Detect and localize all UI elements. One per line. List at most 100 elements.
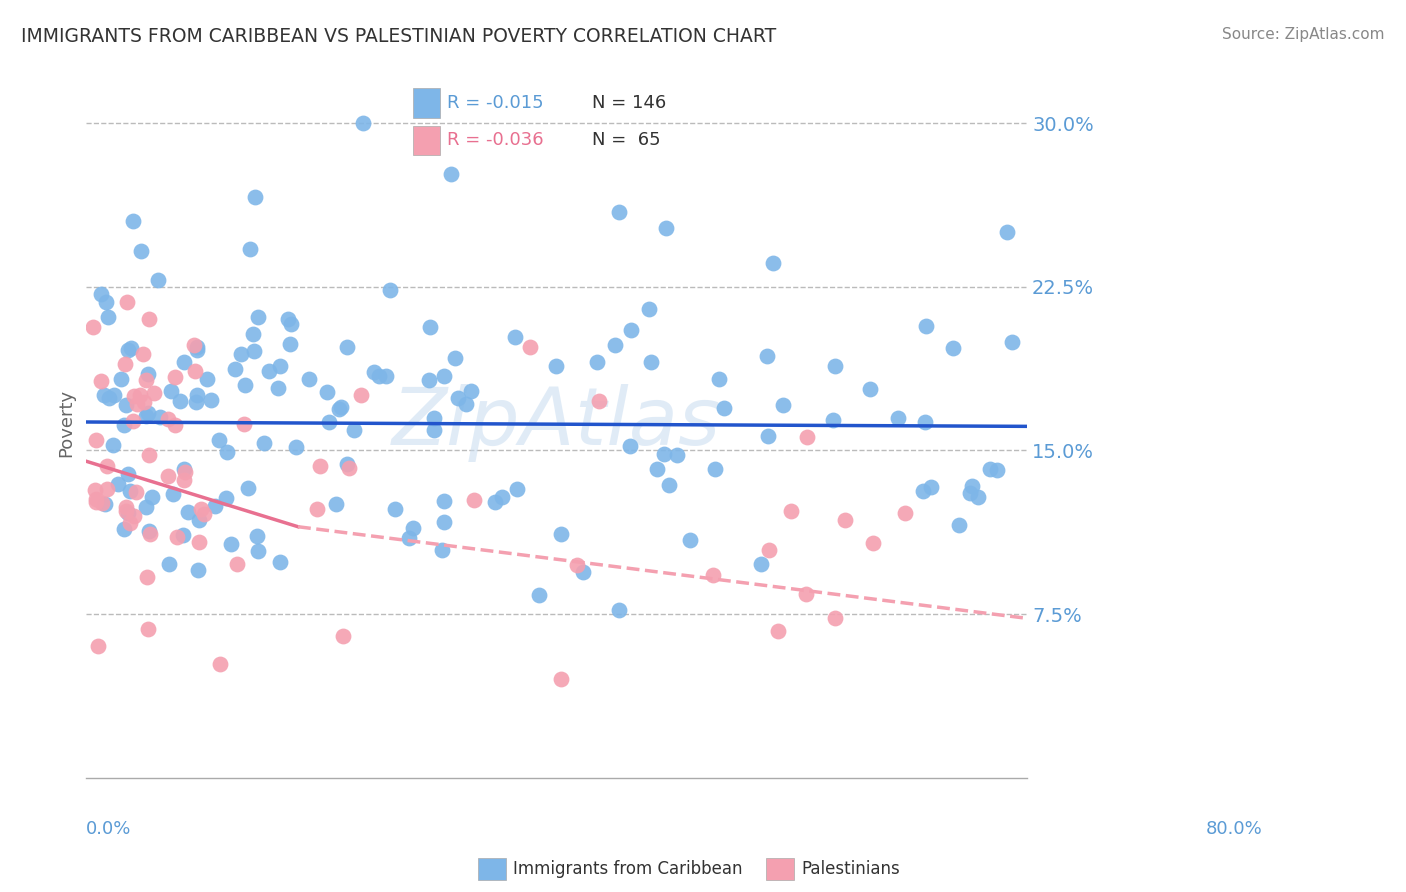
Point: [229, 347, 252, 361]
Point: [157, 558, 180, 572]
Point: [269, 555, 291, 569]
Point: [110, 372, 132, 386]
Point: [94, 295, 117, 310]
Point: [242, 327, 264, 342]
Point: [138, 449, 160, 463]
Point: [190, 502, 212, 516]
Point: [139, 527, 162, 541]
Point: [704, 462, 727, 476]
Point: [183, 364, 205, 378]
Point: [440, 168, 463, 182]
Point: [162, 487, 184, 501]
Point: [112, 418, 135, 433]
Point: [172, 528, 194, 542]
Point: [960, 479, 983, 493]
Point: [418, 373, 440, 387]
Point: [332, 630, 354, 644]
Point: [620, 323, 643, 337]
Point: [225, 557, 247, 571]
Point: [380, 283, 402, 297]
Point: [337, 461, 360, 475]
Text: Palestinians: Palestinians: [801, 860, 900, 878]
Point: [402, 521, 425, 535]
Point: [219, 537, 242, 551]
Point: [215, 491, 238, 505]
Point: [257, 363, 280, 377]
Point: [246, 544, 269, 558]
Point: [195, 372, 218, 386]
Point: [129, 388, 152, 402]
Point: [585, 355, 607, 369]
Point: [315, 384, 337, 399]
Point: [859, 382, 882, 396]
Point: [138, 311, 160, 326]
Point: [446, 392, 468, 406]
Point: [148, 273, 170, 287]
Point: [367, 369, 389, 384]
Point: [454, 397, 477, 411]
Point: [749, 558, 772, 572]
Point: [484, 495, 506, 509]
Point: [235, 378, 257, 392]
Point: [824, 359, 846, 373]
Point: [834, 513, 856, 527]
Text: Source: ZipAtlas.com: Source: ZipAtlas.com: [1222, 27, 1385, 42]
Point: [82, 320, 104, 334]
Point: [117, 506, 139, 520]
Point: [115, 398, 138, 412]
Point: [398, 531, 420, 545]
Text: 0.0%: 0.0%: [86, 821, 132, 838]
Text: Immigrants from Caribbean: Immigrants from Caribbean: [513, 860, 742, 878]
Point: [107, 477, 129, 491]
Point: [329, 401, 352, 415]
Point: [97, 392, 120, 406]
Point: [132, 346, 155, 360]
Point: [758, 543, 780, 558]
Point: [135, 373, 157, 387]
Point: [308, 458, 330, 473]
Point: [200, 392, 222, 407]
Point: [959, 486, 981, 500]
Point: [136, 570, 159, 584]
Point: [967, 490, 990, 504]
Point: [527, 588, 550, 602]
Point: [101, 437, 124, 451]
Point: [122, 509, 145, 524]
Text: ZipAtlas: ZipAtlas: [392, 384, 721, 462]
Point: [173, 355, 195, 369]
Point: [914, 319, 936, 334]
Point: [141, 490, 163, 504]
Point: [122, 389, 145, 403]
Point: [912, 484, 935, 499]
Point: [550, 672, 572, 686]
Point: [112, 522, 135, 536]
Point: [519, 340, 541, 354]
Point: [278, 337, 301, 351]
Point: [280, 317, 302, 331]
Point: [325, 497, 347, 511]
Point: [125, 396, 148, 410]
Point: [243, 344, 266, 359]
Point: [84, 495, 107, 509]
Point: [619, 439, 641, 453]
Point: [640, 355, 662, 369]
Point: [772, 398, 794, 412]
Point: [156, 411, 179, 425]
Point: [165, 417, 187, 432]
Point: [217, 445, 239, 459]
Point: [239, 242, 262, 256]
Point: [103, 388, 125, 402]
Point: [207, 434, 229, 448]
Point: [546, 359, 568, 373]
Point: [665, 449, 688, 463]
Point: [567, 558, 589, 572]
Point: [433, 494, 456, 508]
Point: [979, 462, 1001, 476]
Point: [138, 524, 160, 539]
Point: [284, 440, 307, 454]
Point: [433, 515, 456, 529]
Point: [136, 368, 159, 382]
Point: [914, 415, 936, 429]
Point: [169, 394, 191, 409]
Point: [506, 482, 529, 496]
